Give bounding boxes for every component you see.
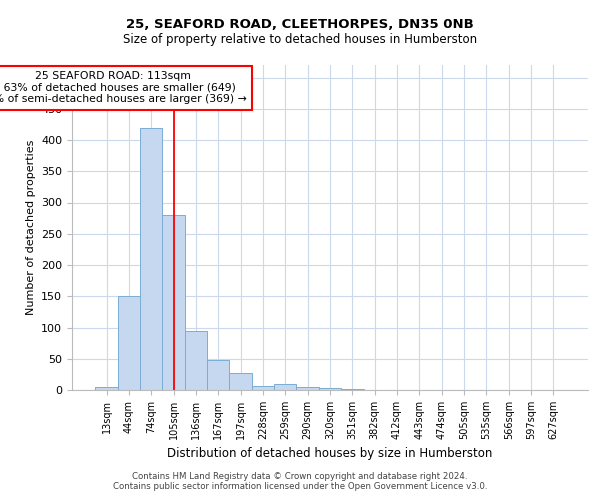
Bar	[252, 386, 274, 390]
Text: Contains public sector information licensed under the Open Government Licence v3: Contains public sector information licen…	[113, 482, 487, 491]
Bar	[207, 360, 229, 390]
Y-axis label: Number of detached properties: Number of detached properties	[26, 140, 35, 315]
Bar	[163, 215, 185, 390]
Text: 25 SEAFORD ROAD: 113sqm
← 63% of detached houses are smaller (649)
36% of semi-d: 25 SEAFORD ROAD: 113sqm ← 63% of detache…	[0, 71, 247, 104]
Text: Contains HM Land Registry data © Crown copyright and database right 2024.: Contains HM Land Registry data © Crown c…	[132, 472, 468, 481]
Bar	[185, 330, 207, 390]
Text: 25, SEAFORD ROAD, CLEETHORPES, DN35 0NB: 25, SEAFORD ROAD, CLEETHORPES, DN35 0NB	[126, 18, 474, 30]
Text: Size of property relative to detached houses in Humberston: Size of property relative to detached ho…	[123, 32, 477, 46]
Bar	[95, 387, 118, 390]
Bar	[341, 389, 364, 390]
X-axis label: Distribution of detached houses by size in Humberston: Distribution of detached houses by size …	[167, 448, 493, 460]
Bar	[319, 388, 341, 390]
Bar	[229, 372, 252, 390]
Bar	[274, 384, 296, 390]
Bar	[140, 128, 163, 390]
Bar	[118, 296, 140, 390]
Bar	[296, 387, 319, 390]
